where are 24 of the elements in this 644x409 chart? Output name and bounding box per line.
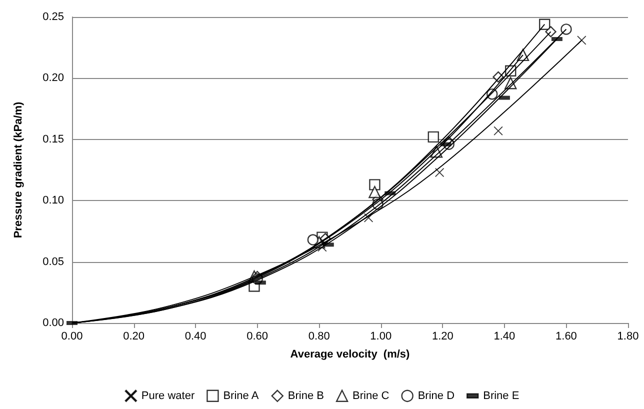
y-tick-label: 0.00	[42, 317, 64, 329]
x-tick-label: 0.80	[308, 330, 330, 342]
y-axis-title: Pressure gradient (kPa/m)	[12, 102, 24, 238]
x-tick-label: 1.20	[432, 330, 454, 342]
x-tick-label: 1.80	[617, 330, 639, 342]
x-tick-label: 1.00	[370, 330, 392, 342]
y-tick-label: 0.05	[42, 256, 64, 268]
x-tick-label: 1.60	[556, 330, 577, 342]
x-axis-title: Average velocity (m/s)	[290, 348, 410, 360]
x-tick-label: 1.40	[494, 330, 516, 342]
x-tick-label: 0.60	[246, 330, 268, 342]
x-tick-label: 0.20	[123, 330, 144, 342]
legend-label: Brine D	[418, 390, 455, 402]
legend-label: Pure water	[141, 390, 195, 402]
legend-label: Brine A	[223, 390, 260, 402]
legend-label: Brine E	[483, 390, 520, 402]
y-tick-label: 0.25	[42, 11, 64, 23]
y-tick-label: 0.10	[42, 194, 64, 207]
x-tick-label: 0.00	[61, 330, 83, 342]
y-tick-label: 0.20	[42, 72, 64, 84]
y-tick-label: 0.15	[42, 133, 64, 146]
x-tick-label: 0.40	[184, 330, 206, 342]
legend-label: Brine C	[352, 390, 390, 402]
legend-label: Brine B	[288, 390, 324, 402]
